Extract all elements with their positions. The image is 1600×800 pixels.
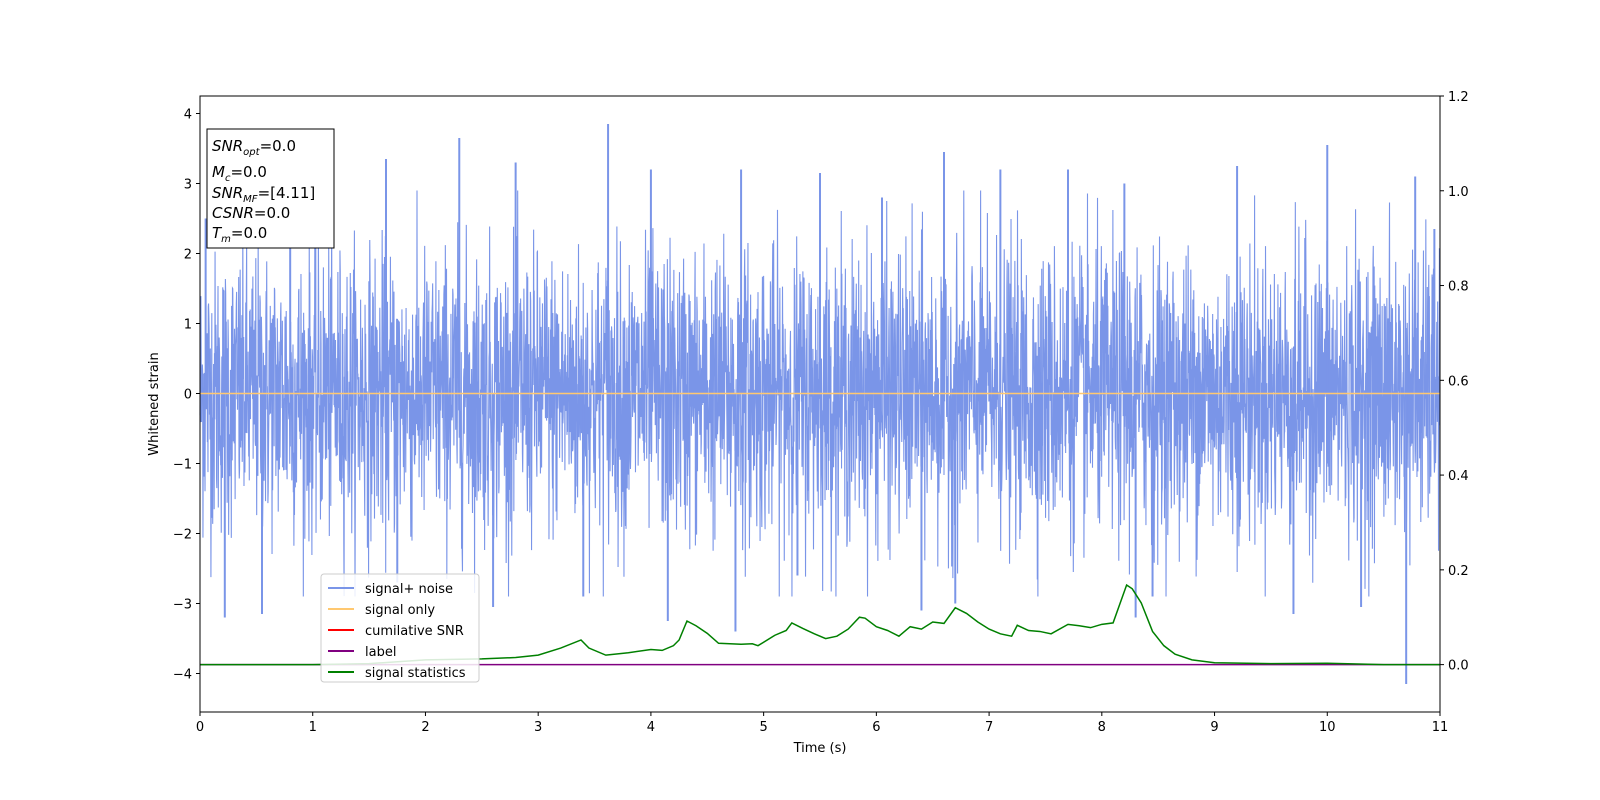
y2-tick-label: 0.4 (1448, 469, 1469, 484)
plot-frame (199, 95, 1441, 713)
x-tick-label: 2 (421, 720, 429, 735)
x-tick-label: 10 (1319, 720, 1336, 735)
info-snr-mf: SNRMF=[4.11] (212, 184, 315, 205)
y2-tick-label: 0.8 (1448, 280, 1469, 295)
legend: signal+ noise signal only cumilative SNR la… (320, 573, 480, 683)
x-tick-label: 7 (985, 720, 993, 735)
signal-statistics-line (200, 583, 1440, 666)
info-csnr: CSNR=0.0 (212, 204, 290, 222)
info-box: SNRopt=0.0 Mc=0.0 SNRMF=[4.11] CSNR=0.0 … (206, 128, 335, 249)
y-tick-label: 1 (184, 318, 192, 333)
y-axis-label: Whitened strain (147, 352, 162, 455)
y-tick-label: 3 (184, 178, 192, 193)
info-box-frame (206, 128, 335, 249)
y-tick-label: 0 (184, 388, 192, 403)
y-tick-label: 4 (184, 108, 192, 123)
y2-tick-label: 1.0 (1448, 185, 1469, 200)
legend-frame (320, 573, 480, 683)
legend-label: signal+ noise (365, 582, 453, 597)
x-axis-label: Time (s) (793, 741, 847, 756)
x-tick-label: 9 (1210, 720, 1218, 735)
legend-label: signal statistics (365, 666, 466, 681)
y-tick-label: −4 (173, 668, 192, 683)
x-tick-label: 0 (196, 720, 204, 735)
legend-label: label (365, 645, 396, 660)
x-tick-label: 6 (872, 720, 880, 735)
signal-noise-line (199, 190, 1441, 597)
y2-tick-label: 1.2 (1448, 90, 1469, 105)
legend-label: signal only (365, 603, 435, 618)
y-tick-label: −3 (173, 598, 192, 613)
y2-tick-label: 0.0 (1448, 659, 1469, 674)
axis-ticks: 0 1 2 3 4 5 6 7 8 9 10 1143210−1−2−3−41.21.00.80.60… (173, 90, 1469, 735)
info-tm: Tm=0.0 (212, 224, 267, 245)
y2-tick-label: 0.2 (1448, 564, 1469, 579)
x-tick-label: 11 (1432, 720, 1449, 735)
x-tick-label: 4 (647, 720, 655, 735)
y-tick-label: −1 (173, 458, 192, 473)
x-tick-label: 1 (309, 720, 317, 735)
x-tick-label: 8 (1098, 720, 1106, 735)
info-mc: Mc=0.0 (212, 163, 267, 184)
legend-entries: signal+ noise signal only cumilative SNR la… (328, 582, 466, 681)
info-snr-opt: SNRopt=0.0 (212, 137, 296, 158)
x-tick-label: 3 (534, 720, 542, 735)
legend-label: cumilative SNR (365, 624, 464, 639)
y-tick-label: −2 (173, 528, 192, 543)
y-tick-label: 2 (184, 248, 192, 263)
signal-noise-series (199, 124, 1441, 684)
y2-tick-label: 0.6 (1448, 374, 1469, 389)
x-tick-label: 5 (759, 720, 767, 735)
